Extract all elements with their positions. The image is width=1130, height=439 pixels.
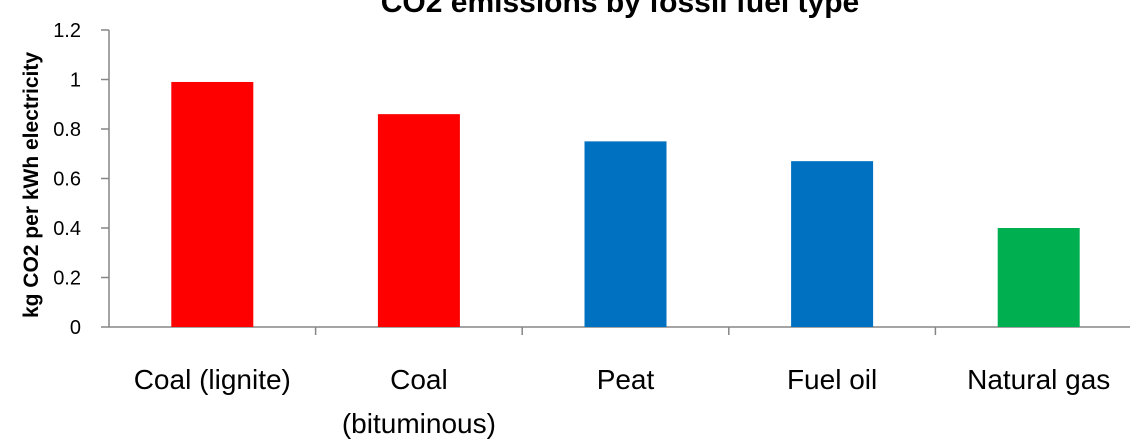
bar bbox=[791, 161, 874, 327]
y-tick-label: 1 bbox=[70, 70, 81, 92]
bars bbox=[171, 81, 1080, 328]
y-tick-label: 0 bbox=[70, 317, 81, 339]
x-category-label: (bituminous) bbox=[342, 408, 496, 439]
x-category-label: Coal (lignite) bbox=[134, 364, 291, 395]
bar bbox=[171, 81, 254, 327]
category-labels: Coal (lignite) Coal (bituminous) Peat Fuel o… bbox=[134, 364, 1111, 439]
bar bbox=[377, 114, 460, 328]
y-axis-title: kg CO2 per kWh electricity bbox=[20, 52, 43, 318]
bar bbox=[997, 228, 1080, 327]
bar bbox=[584, 141, 667, 327]
x-category-label: Coal bbox=[390, 364, 448, 395]
y-tick-label: 0.2 bbox=[53, 268, 81, 290]
y-axis-ticks: 0 0.2 0.4 0.6 0.8 1 1.2 bbox=[53, 20, 109, 339]
chart-title: CO2 emissions by fossil fuel type bbox=[381, 0, 859, 19]
y-tick-label: 0.4 bbox=[53, 218, 81, 240]
x-axis-ticks bbox=[314, 327, 937, 335]
y-tick-label: 1.2 bbox=[53, 20, 81, 42]
x-category-label: Peat bbox=[597, 364, 655, 395]
y-tick-label: 0.6 bbox=[53, 169, 81, 191]
x-category-label: Fuel oil bbox=[787, 364, 877, 395]
x-category-label: Natural gas bbox=[967, 364, 1110, 395]
y-tick-label: 0.8 bbox=[53, 119, 81, 141]
